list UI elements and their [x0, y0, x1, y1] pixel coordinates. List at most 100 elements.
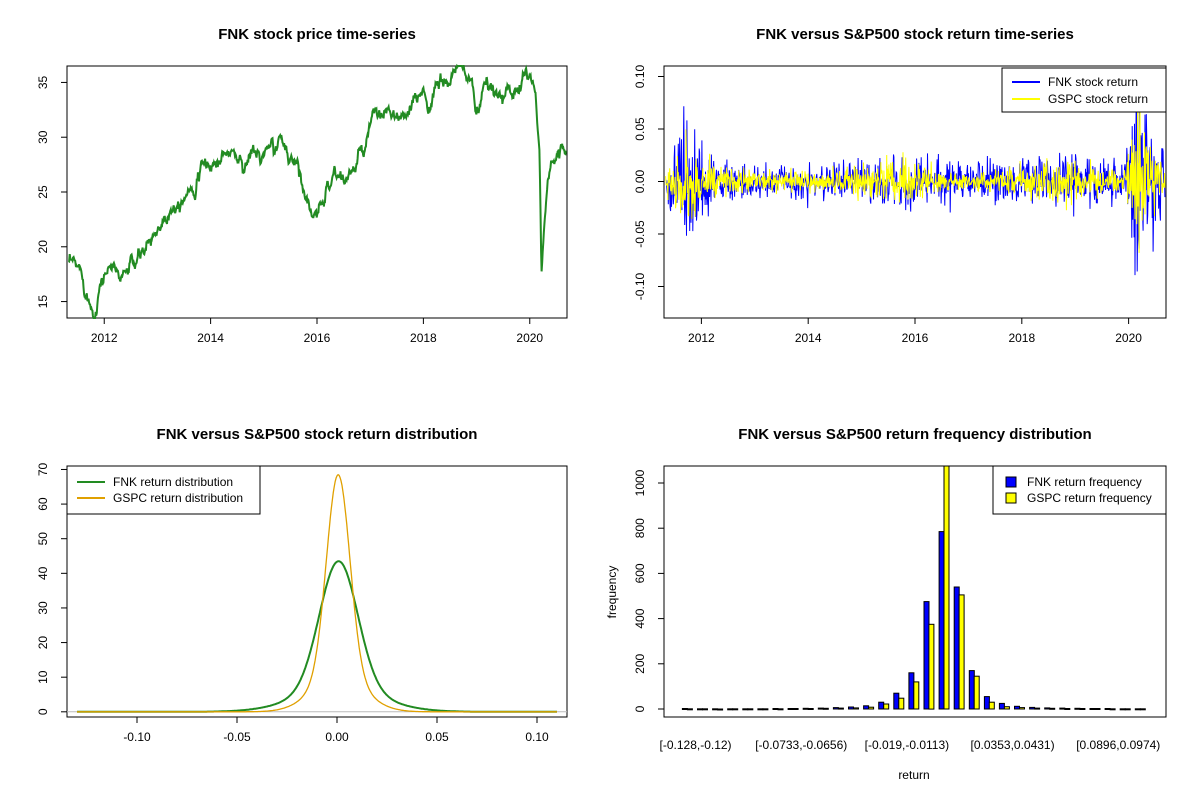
fnk-freq-bar	[727, 708, 734, 711]
legend-label: FNK return distribution	[113, 475, 233, 489]
fnk-freq-bar	[923, 601, 930, 710]
y-tick-label: 0	[36, 708, 50, 715]
y-tick-label: 70	[36, 462, 50, 476]
y-tick-label: 1000	[633, 469, 647, 496]
legend-label: FNK return frequency	[1027, 475, 1142, 489]
gspc-density-line	[77, 473, 557, 713]
plot-frame-4	[663, 465, 1167, 718]
fnk-freq-bar	[757, 708, 764, 711]
gspc-freq-bar	[702, 708, 708, 711]
gspc-freq-bar	[822, 707, 829, 710]
fnk-freq-bar	[998, 702, 1005, 710]
fnk-price-line	[68, 63, 567, 319]
plot-frame-1	[66, 65, 568, 319]
x-tick-label: 2018	[410, 331, 437, 345]
y-tick-label: 600	[633, 563, 647, 583]
fnk-freq-bar	[1104, 708, 1111, 710]
legend-box	[992, 465, 1167, 515]
y-tick-label: 0	[633, 705, 647, 712]
y-tick-label: 0.05	[633, 117, 647, 141]
gspc-freq-bar	[686, 708, 693, 711]
y-tick-label: 800	[633, 518, 647, 538]
y-tick-label: 50	[36, 532, 50, 546]
y-tick-label: 30	[36, 130, 50, 144]
fnk-freq-bar	[1014, 705, 1020, 710]
x-tick-label: 0.10	[525, 730, 549, 744]
y-tick-label: -0.05	[633, 220, 647, 248]
y-tick-label: 15	[36, 295, 50, 309]
y-tick-label: 25	[36, 185, 50, 199]
chart-title: FNK versus S&P500 stock return distribut…	[157, 426, 478, 443]
fnk-freq-bar	[697, 708, 703, 711]
fnk-freq-bar	[983, 696, 990, 710]
gspc-freq-bar	[973, 675, 980, 710]
legend-label: GSPC stock return	[1048, 92, 1148, 106]
x-tick-label: 0.05	[425, 730, 449, 744]
gspc-freq-bar	[837, 707, 844, 710]
fnk-freq-bar	[1089, 708, 1096, 710]
legend-label: GSPC return distribution	[113, 491, 243, 505]
fnk-freq-bar	[878, 701, 885, 710]
x-category-label: [0.0896,0.0974)	[1076, 738, 1160, 752]
fnk-freq-bar	[893, 692, 900, 710]
gspc-freq-bar	[717, 708, 724, 711]
x-tick-label: 2016	[304, 331, 331, 345]
x-tick-label: 2020	[1115, 331, 1142, 345]
y-tick-label: 20	[36, 240, 50, 254]
fnk-freq-bar	[1029, 706, 1036, 710]
gspc-freq-bar	[898, 697, 905, 710]
gspc-freq-bar	[762, 708, 769, 711]
y-tick-label: 0.00	[633, 169, 647, 193]
fnk-freq-bar	[817, 707, 824, 710]
gspc-freq-bar	[943, 465, 950, 710]
legend-label: GSPC return frequency	[1027, 491, 1152, 505]
fnk-freq-bar	[681, 708, 688, 710]
y-tick-label: 400	[633, 608, 647, 628]
fnk-freq-bar	[1074, 707, 1081, 710]
gspc-freq-bar	[853, 707, 859, 710]
x-tick-label: 2012	[688, 331, 715, 345]
gspc-freq-bar	[732, 708, 739, 711]
y-tick-label: 10	[36, 670, 50, 684]
gspc-freq-bar	[988, 701, 995, 710]
y-tick-label: 30	[36, 601, 50, 615]
legend-swatch	[1005, 476, 1017, 488]
x-tick-label: 0.00	[325, 730, 349, 744]
y-tick-label: 40	[36, 566, 50, 580]
gspc-freq-bar	[792, 708, 799, 710]
fnk-freq-bar	[802, 707, 809, 710]
gspc-freq-bar	[1124, 708, 1131, 711]
fnk-freq-bar	[1119, 708, 1126, 711]
fnk-freq-bar	[953, 586, 960, 710]
gspc-freq-bar	[1094, 708, 1101, 710]
x-category-label: [-0.019,-0.0113)	[865, 738, 950, 752]
y-tick-label: 35	[36, 75, 50, 89]
fnk-freq-bar	[908, 672, 915, 710]
x-axis-label: return	[898, 768, 929, 782]
gspc-freq-bar	[777, 708, 784, 711]
fnk-freq-bar	[1134, 708, 1141, 711]
gspc-freq-bar	[883, 703, 890, 710]
gspc-freq-bar	[1079, 708, 1086, 710]
gspc-freq-bar	[1003, 706, 1010, 710]
gspc-freq-bar	[958, 594, 965, 710]
gspc-return-line	[665, 90, 1166, 253]
fnk-freq-bar	[863, 705, 870, 710]
x-tick-label: 2018	[1008, 331, 1035, 345]
x-tick-label: 2014	[795, 331, 822, 345]
y-tick-label: 0.10	[633, 64, 647, 88]
fnk-density-line	[77, 560, 557, 713]
gspc-freq-bar	[1109, 708, 1116, 711]
gspc-freq-bar	[747, 708, 754, 711]
y-tick-label: 200	[633, 653, 647, 673]
y-tick-label: 20	[36, 636, 50, 650]
legend-box	[66, 465, 261, 515]
legend-label: FNK stock return	[1048, 75, 1138, 89]
gspc-freq-bar	[1034, 707, 1041, 710]
gspc-freq-bar	[913, 681, 920, 710]
y-tick-label: -0.10	[633, 273, 647, 301]
fnk-freq-bar	[742, 708, 749, 711]
x-tick-label: 2020	[516, 331, 543, 345]
gspc-freq-bar	[1139, 708, 1146, 711]
